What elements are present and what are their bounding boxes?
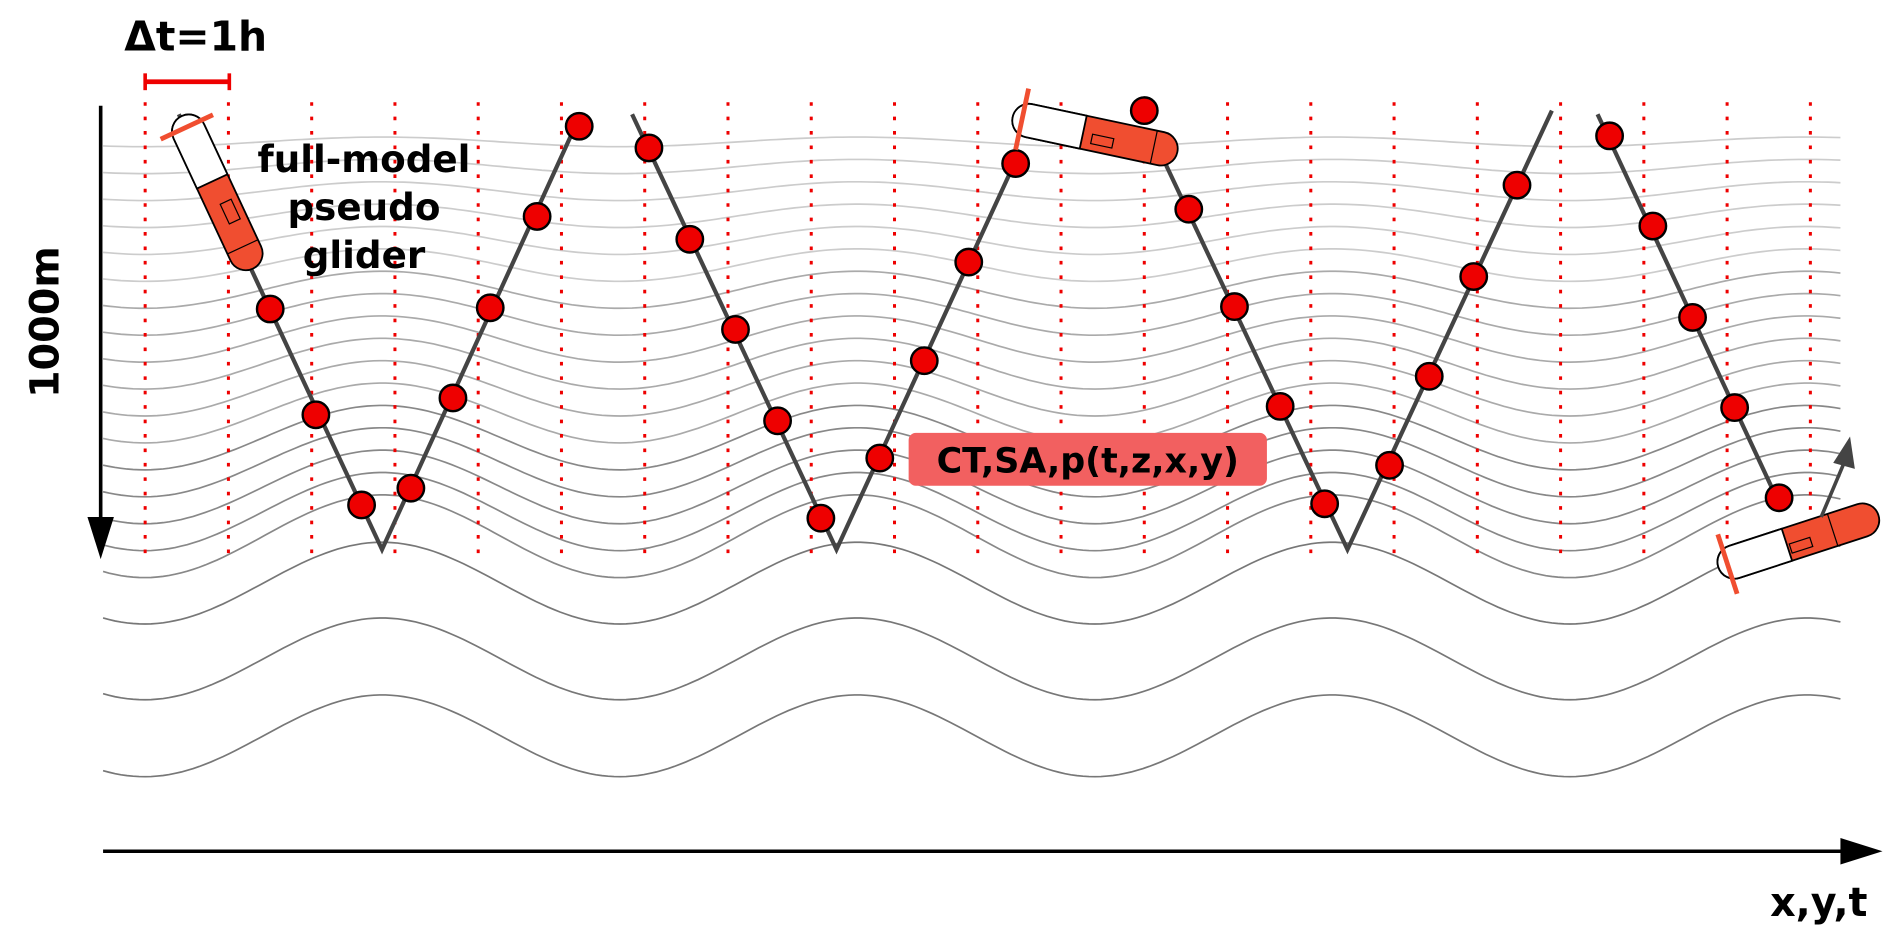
sample-point: [1310, 489, 1340, 519]
sample-point: [1129, 96, 1159, 126]
isopycnal: [102, 270, 1841, 310]
sample-point: [1174, 194, 1204, 224]
glider-label: pseudo: [288, 185, 441, 229]
sample-point: [1638, 211, 1668, 241]
isopycnal: [102, 617, 1841, 701]
x-arrow: [1840, 838, 1883, 865]
sample-point: [763, 406, 793, 436]
variables: CT,SA,p(t,z,x,y): [937, 442, 1239, 482]
isopycnal: [102, 382, 1841, 444]
sample-point: [1764, 483, 1794, 513]
sample-point: [909, 346, 939, 376]
ascent-arrowhead: [1833, 436, 1855, 469]
time-step: Δt=1h: [124, 12, 267, 60]
sample-point: [1595, 121, 1625, 151]
isopycnal: [103, 203, 1841, 229]
sample-point: [255, 294, 285, 324]
glider-label: full-model: [258, 137, 471, 181]
isopycnal: [102, 694, 1841, 778]
sample-point: [675, 224, 705, 254]
isopycnal: [103, 225, 1841, 256]
sample-point: [301, 400, 331, 430]
sample-point: [396, 473, 426, 503]
sample-point: [522, 201, 552, 231]
sample-point: [865, 443, 895, 473]
isopycnal: [102, 541, 1841, 625]
depth-label: 1000m: [23, 246, 69, 398]
sample-point: [1001, 149, 1031, 178]
glider-label: glider: [303, 233, 426, 277]
glider-track: [1153, 109, 1554, 555]
sample-point: [1265, 391, 1295, 421]
ascent-arrow: [1819, 462, 1846, 518]
glider-track: [630, 113, 1023, 555]
sample-point: [806, 503, 836, 533]
isopycnal: [103, 180, 1841, 202]
sample-point: [438, 383, 468, 413]
sampling-lines: [143, 102, 1812, 556]
glider-icon: [1011, 88, 1179, 167]
glider-icon: [1715, 502, 1881, 595]
depth-arrow: [87, 516, 114, 560]
sample-point: [954, 247, 984, 277]
isopycnal: [102, 337, 1841, 390]
sample-point: [1414, 361, 1444, 391]
sample-point: [634, 133, 664, 163]
isopycnal: [103, 136, 1841, 148]
sample-point: [1502, 170, 1532, 200]
glider-icon: [159, 112, 264, 272]
isopycnal: [102, 315, 1841, 363]
sample-point: [1459, 262, 1489, 291]
axis-label: x,y,t: [1770, 880, 1867, 926]
sample-point: [1720, 393, 1750, 423]
isopycnal: [102, 292, 1841, 337]
isopycnal: [102, 494, 1841, 579]
sample-point: [347, 490, 377, 520]
isopycnal: [102, 359, 1841, 417]
sample-point: [1375, 450, 1404, 480]
sample-point: [475, 293, 505, 323]
isopycnal: [102, 471, 1841, 552]
samples: [255, 96, 1794, 533]
isopycnal: [103, 158, 1841, 175]
sample-point: [564, 111, 594, 141]
sample-point: [721, 315, 750, 344]
variables-box: [908, 432, 1267, 486]
sample-point: [1220, 292, 1249, 322]
sample-point: [1678, 302, 1707, 332]
